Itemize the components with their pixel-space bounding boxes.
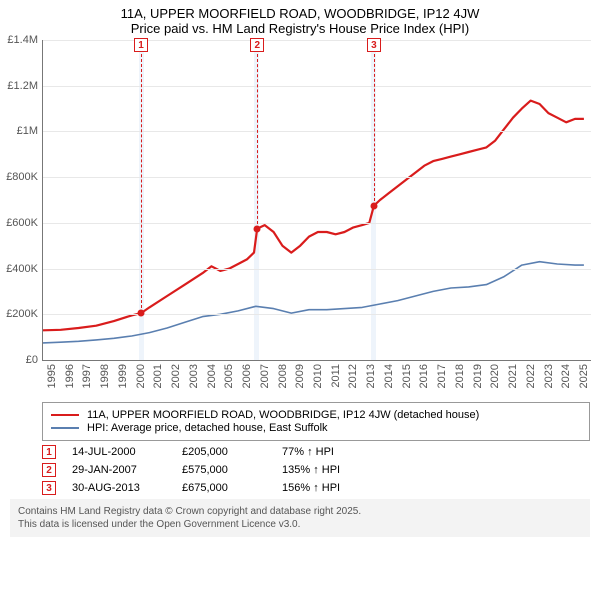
event-marker-line — [141, 54, 142, 313]
x-tick-label: 2011 — [330, 364, 342, 388]
chart-title-line1: 11A, UPPER MOORFIELD ROAD, WOODBRIDGE, I… — [0, 6, 600, 21]
x-axis-labels: 1995 1996 1997 1998 1999 2000 2001 2002 2003 2004… — [42, 362, 590, 400]
gridline — [43, 314, 591, 315]
x-tick-label: 2016 — [418, 364, 430, 388]
line-svg — [43, 40, 591, 360]
y-tick-label: £400K — [6, 263, 38, 275]
event-price: £205,000 — [182, 446, 282, 458]
x-tick-label: 2022 — [525, 364, 537, 388]
x-tick-label: 2025 — [578, 364, 590, 388]
x-tick-label: 2006 — [241, 364, 253, 388]
x-tick-label: 1995 — [46, 364, 58, 388]
event-row: 2 29-JAN-2007£575,000135% ↑ HPI — [42, 463, 590, 477]
y-tick-label: £1M — [17, 125, 38, 137]
x-tick-label: 2010 — [312, 364, 324, 388]
x-tick-label: 2014 — [383, 364, 395, 388]
event-marker-dot — [138, 310, 145, 317]
footnote-box: Contains HM Land Registry data © Crown c… — [10, 499, 590, 537]
x-tick-label: 2007 — [259, 364, 271, 388]
gridline — [43, 177, 591, 178]
chart-container: 11A, UPPER MOORFIELD ROAD, WOODBRIDGE, I… — [0, 6, 600, 537]
y-tick-label: £800K — [6, 171, 38, 183]
event-price: £675,000 — [182, 482, 282, 494]
chart-area: £0£200K£400K£600K£800K£1M£1.2M£1.4M 123 … — [0, 40, 600, 400]
x-tick-label: 2002 — [170, 364, 182, 388]
x-tick-label: 2008 — [277, 364, 289, 388]
event-date: 30-AUG-2013 — [72, 482, 182, 494]
event-pct: 135% ↑ HPI — [282, 464, 402, 476]
event-badge: 2 — [42, 463, 56, 477]
event-marker-line — [374, 54, 375, 206]
footnote-line1: Contains HM Land Registry data © Crown c… — [18, 505, 582, 518]
legend-label: 11A, UPPER MOORFIELD ROAD, WOODBRIDGE, I… — [87, 409, 479, 421]
event-marker-dot — [370, 202, 377, 209]
event-table: 1 14-JUL-2000£205,00077% ↑ HPI 2 29-JAN-200… — [42, 445, 590, 495]
x-tick-label: 2012 — [347, 364, 359, 388]
x-tick-label: 2015 — [401, 364, 413, 388]
y-tick-label: £600K — [6, 217, 38, 229]
y-tick-label: £1.4M — [7, 34, 38, 46]
legend-swatch — [51, 414, 79, 416]
legend-swatch — [51, 427, 79, 429]
event-marker-dot — [254, 225, 261, 232]
x-tick-label: 2003 — [188, 364, 200, 388]
event-marker-badge: 2 — [250, 38, 264, 52]
event-row: 3 30-AUG-2013£675,000156% ↑ HPI — [42, 481, 590, 495]
legend-row: 11A, UPPER MOORFIELD ROAD, WOODBRIDGE, I… — [51, 409, 581, 421]
event-pct: 77% ↑ HPI — [282, 446, 402, 458]
event-marker-badge: 3 — [367, 38, 381, 52]
x-tick-label: 2020 — [489, 364, 501, 388]
gridline — [43, 131, 591, 132]
event-date: 29-JAN-2007 — [72, 464, 182, 476]
x-tick-label: 2001 — [152, 364, 164, 388]
x-tick-label: 2000 — [135, 364, 147, 388]
event-badge: 3 — [42, 481, 56, 495]
event-price: £575,000 — [182, 464, 282, 476]
chart-title-line2: Price paid vs. HM Land Registry's House … — [0, 21, 600, 36]
footnote-line2: This data is licensed under the Open Gov… — [18, 518, 582, 531]
event-marker-badge: 1 — [134, 38, 148, 52]
event-marker-line — [257, 54, 258, 229]
plot-area: 1 2 3 — [42, 40, 591, 361]
event-pct: 156% ↑ HPI — [282, 482, 402, 494]
event-badge: 1 — [42, 445, 56, 459]
x-tick-label: 2019 — [472, 364, 484, 388]
gridline — [43, 269, 591, 270]
x-tick-label: 1999 — [117, 364, 129, 388]
gridline — [43, 40, 591, 41]
x-tick-label: 2004 — [206, 364, 218, 388]
event-row: 1 14-JUL-2000£205,00077% ↑ HPI — [42, 445, 590, 459]
x-tick-label: 2024 — [560, 364, 572, 388]
event-date: 14-JUL-2000 — [72, 446, 182, 458]
x-tick-label: 2005 — [223, 364, 235, 388]
series-hpi — [43, 262, 584, 343]
x-tick-label: 1997 — [81, 364, 93, 388]
x-tick-label: 1996 — [64, 364, 76, 388]
y-axis-labels: £0£200K£400K£600K£800K£1M£1.2M£1.4M — [0, 40, 40, 360]
legend-row: HPI: Average price, detached house, East… — [51, 422, 581, 434]
y-tick-label: £1.2M — [7, 80, 38, 92]
x-tick-label: 2017 — [436, 364, 448, 388]
gridline — [43, 223, 591, 224]
x-tick-label: 2013 — [365, 364, 377, 388]
legend-label: HPI: Average price, detached house, East… — [87, 422, 328, 434]
x-tick-label: 2009 — [294, 364, 306, 388]
legend-box: 11A, UPPER MOORFIELD ROAD, WOODBRIDGE, I… — [42, 402, 590, 441]
x-tick-label: 2018 — [454, 364, 466, 388]
x-tick-label: 2021 — [507, 364, 519, 388]
y-tick-label: £200K — [6, 308, 38, 320]
gridline — [43, 86, 591, 87]
series-price_paid — [43, 101, 584, 331]
x-tick-label: 1998 — [99, 364, 111, 388]
x-tick-label: 2023 — [543, 364, 555, 388]
y-tick-label: £0 — [26, 354, 38, 366]
